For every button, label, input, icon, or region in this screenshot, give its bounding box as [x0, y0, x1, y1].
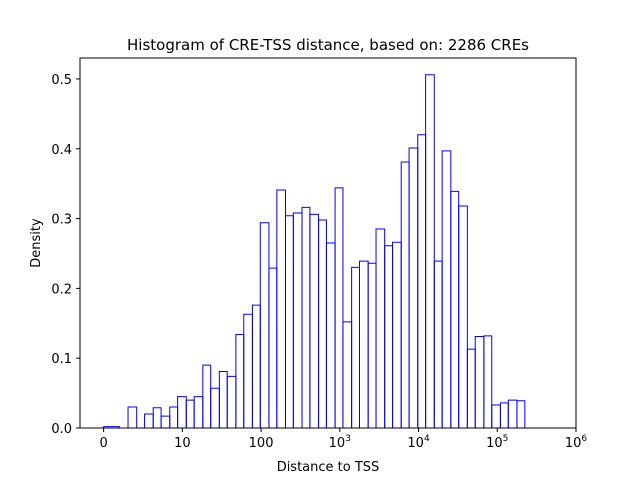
histogram-bin: [177, 396, 187, 428]
histogram-bin: [226, 375, 237, 428]
histogram-bin: [450, 190, 460, 428]
x-tick-label: 100: [249, 436, 274, 451]
histogram-bin: [218, 370, 228, 428]
histogram-bin: [358, 260, 369, 428]
histogram-bin: [325, 242, 336, 428]
histogram-bin: [259, 222, 270, 428]
y-tick-label: 0.2: [51, 282, 72, 297]
histogram-bin: [441, 150, 452, 428]
y-axis-label: Density: [29, 218, 44, 268]
x-tick-label: 10: [174, 436, 191, 451]
histogram-bin: [243, 313, 253, 428]
histogram-bin: [375, 228, 386, 428]
histogram-bin: [392, 241, 402, 428]
histogram-bin: [351, 266, 360, 428]
histogram-bin: [103, 426, 120, 428]
histogram-bin: [210, 387, 220, 428]
x-tick-label: 105: [486, 434, 508, 451]
y-axis-ticks: 0.0 0.1 0.2 0.3 0.4 0.5: [51, 73, 80, 437]
x-axis-label: Distance to TSS: [277, 460, 380, 475]
histogram-bin: [202, 364, 212, 428]
histogram-bin: [301, 206, 311, 428]
histogram-bin: [466, 348, 476, 428]
histogram-bin: [309, 213, 320, 428]
histogram-bin: [185, 399, 195, 428]
histogram-bin: [425, 74, 435, 428]
histogram-bin: [474, 336, 485, 428]
histogram-bin: [367, 262, 377, 428]
histogram-bin: [160, 415, 171, 428]
histogram-bin: [483, 335, 493, 428]
histogram-bin: [318, 219, 327, 428]
x-tick-label: 0: [99, 436, 107, 451]
x-tick-label: 106: [565, 434, 588, 451]
histogram-bin: [292, 212, 303, 428]
histogram-bin: [408, 147, 419, 428]
histogram-bin: [433, 260, 443, 428]
histogram-bin: [169, 406, 179, 428]
y-tick-label: 0.1: [51, 352, 72, 367]
x-axis-ticks: 0 10 100 103 104 105 106: [99, 428, 587, 451]
histogram-bin: [516, 400, 526, 428]
histogram-bin: [284, 215, 294, 428]
histogram-bin: [384, 245, 394, 428]
histogram-bin: [458, 205, 468, 428]
histogram-bin: [276, 189, 286, 428]
chart-title: Histogram of CRE-TSS distance, based on:…: [127, 36, 529, 54]
histogram-bin: [417, 134, 427, 428]
x-tick-label: 103: [329, 434, 351, 451]
histogram-bin: [342, 321, 353, 428]
histogram-bin: [334, 187, 344, 428]
histogram-bin: [251, 304, 261, 428]
plot-area: [103, 74, 526, 429]
histogram-bin: [127, 406, 138, 428]
y-tick-label: 0.5: [51, 73, 72, 88]
histogram-bin: [507, 399, 518, 428]
histogram-bin: [400, 161, 410, 428]
axes-frame: [79, 57, 577, 429]
histogram-bin: [144, 413, 154, 428]
histogram-bin: [491, 404, 501, 428]
histogram-bin: [235, 333, 245, 428]
y-tick-label: 0.4: [51, 143, 72, 158]
histogram-bin: [499, 402, 509, 428]
x-tick-label: 104: [407, 434, 430, 451]
y-tick-label: 0.3: [51, 213, 72, 228]
y-tick-label: 0.0: [51, 422, 72, 437]
histogram-bin: [152, 407, 162, 428]
histogram-bin: [193, 396, 204, 428]
histogram-bin: [268, 267, 278, 428]
